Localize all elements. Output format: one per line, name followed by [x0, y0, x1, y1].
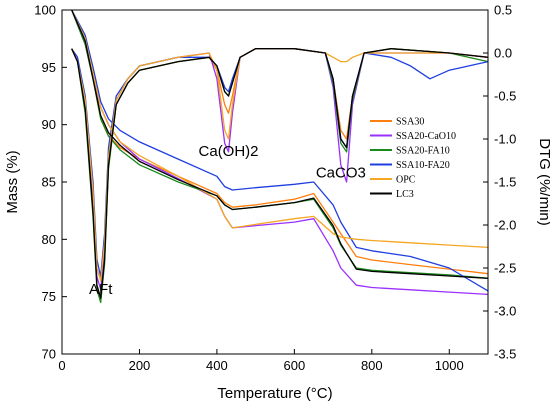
mass-line-4	[71, 9, 489, 249]
right-tick-label: -2.0	[494, 218, 516, 233]
legend-label: SSA20-FA10	[396, 146, 450, 157]
x-tick-label: 600	[284, 358, 306, 373]
legend-label: SSA10-FA20	[396, 160, 450, 171]
x-tick-label: 800	[361, 358, 383, 373]
legend-label: SSA20-CaO10	[396, 131, 456, 142]
x-tick-label: 0	[58, 358, 65, 373]
legend: SSA30 SSA20-CaO10 SSA20-FA10 SSA10-FA20 OPC L…	[370, 117, 456, 200]
left-tick-label: 100	[34, 3, 56, 18]
right-tick-label: -1.0	[494, 132, 516, 147]
legend-label: LC3	[396, 189, 414, 200]
right-tick-label: -3.5	[494, 347, 516, 362]
right-tick-label: -0.5	[494, 89, 516, 104]
dtg-line-1	[71, 48, 489, 291]
x-axis-title: Temperature (°C)	[217, 385, 332, 402]
dtg-line-2	[71, 48, 489, 304]
mass-line-5	[71, 9, 489, 279]
dtg-line-4	[71, 48, 489, 282]
left-tick-label: 75	[42, 289, 56, 304]
right-tick-label: 0.0	[494, 46, 512, 61]
left-tick-label: 95	[42, 60, 56, 75]
right-axis-ticks: -3.5 -3.0 -2.5 -2.0 -1.5 -1.0 -0.5 0.0 0.5	[483, 3, 516, 362]
left-tick-label: 70	[42, 347, 56, 362]
right-y-axis-title: DTG (%/min)	[536, 138, 550, 226]
right-tick-label: 0.5	[494, 3, 512, 18]
legend-label: OPC	[396, 175, 416, 186]
dtg-line-5	[71, 48, 489, 299]
annotation-label: Ca(OH)2	[199, 143, 259, 160]
x-tick-label: 400	[206, 358, 228, 373]
right-tick-label: -3.0	[494, 304, 516, 319]
annotation-label: CaCO3	[316, 165, 366, 182]
peak-annotations: AFt Ca(OH)2 CaCO3	[89, 143, 366, 298]
plot-frame	[61, 9, 489, 355]
annotation-label: AFt	[89, 281, 113, 298]
left-axis-ticks: 70 75 80 85 90 95 100	[34, 3, 67, 362]
x-tick-label: 200	[129, 358, 151, 373]
left-tick-label: 90	[42, 117, 56, 132]
x-tick-label: 1000	[435, 358, 464, 373]
mass-line-2	[71, 9, 489, 279]
right-tick-label: -2.5	[494, 261, 516, 276]
legend-label: SSA30	[396, 117, 424, 128]
right-tick-label: -1.5	[494, 175, 516, 190]
x-axis-ticks: 0 200 400 600 800 1000	[58, 349, 464, 373]
left-y-axis-title: Mass (%)	[4, 150, 21, 213]
series-lines	[71, 9, 489, 304]
mass-line-3	[71, 9, 489, 292]
left-tick-label: 80	[42, 232, 56, 247]
left-tick-label: 85	[42, 175, 56, 190]
